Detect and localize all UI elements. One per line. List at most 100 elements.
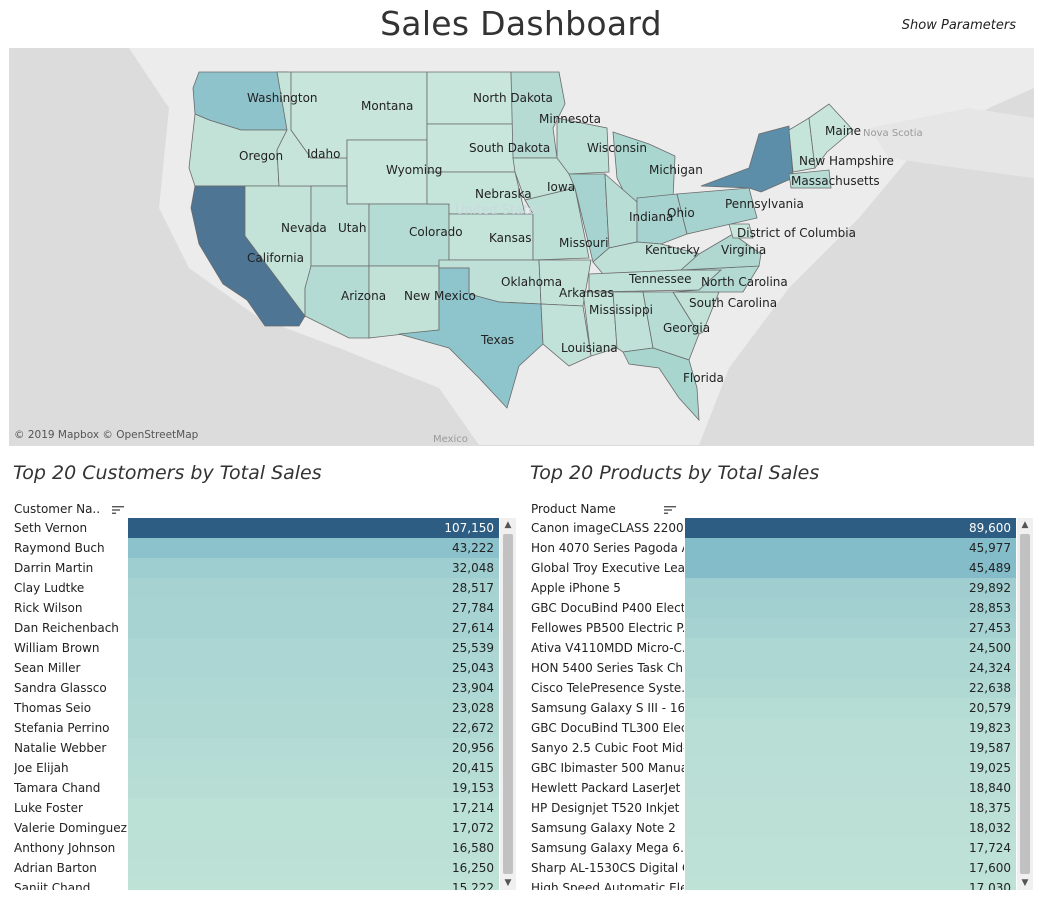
sales-bar[interactable] [128,678,499,698]
table-row[interactable]: Sanjit Chand 15,222 [9,878,499,890]
table-row[interactable]: Global Troy Executive Lea.. 45,489 [526,558,1016,578]
customers-table[interactable]: Seth Vernon 107,150 Raymond Buch 43,222 Darr… [9,518,499,890]
state-maine[interactable] [808,103,854,170]
sales-bar[interactable] [128,718,499,738]
table-row[interactable]: Canon imageCLASS 2200 .. 89,600 [526,518,1016,538]
table-row[interactable]: GBC Ibimaster 500 Manua.. 19,025 [526,758,1016,778]
table-row[interactable]: High Speed Automatic Ele.. 17,030 [526,878,1016,890]
sales-bar[interactable] [685,738,1016,758]
scroll-up-arrow-icon[interactable]: ▲ [1021,520,1029,530]
products-scrollbar[interactable]: ▲ ▼ [1017,518,1033,890]
table-row[interactable]: Dan Reichenbach 27,614 [9,618,499,638]
state-ohio[interactable] [636,193,688,245]
sales-bar[interactable] [685,638,1016,658]
table-row[interactable]: Apple iPhone 5 29,892 [526,578,1016,598]
table-row[interactable]: Stefania Perrino 22,672 [9,718,499,738]
scroll-thumb[interactable] [1020,534,1030,874]
table-row[interactable]: Valerie Dominguez 17,072 [9,818,499,838]
table-row[interactable]: GBC DocuBind TL300 Elec.. 19,823 [526,718,1016,738]
sort-icon[interactable] [111,505,124,515]
state-louisiana[interactable] [540,303,592,367]
scroll-up-arrow-icon[interactable]: ▲ [504,520,512,530]
sales-bar[interactable] [128,798,499,818]
table-row[interactable]: GBC DocuBind P400 Electr.. 28,853 [526,598,1016,618]
table-row[interactable]: Seth Vernon 107,150 [9,518,499,538]
table-row[interactable]: Tamara Chand 19,153 [9,778,499,798]
table-row[interactable]: Ativa V4110MDD Micro-C.. 24,500 [526,638,1016,658]
table-row[interactable]: Samsung Galaxy Mega 6.3 17,724 [526,838,1016,858]
map-svg[interactable]: United States Nova Scotia Mexico Washington… [9,48,1034,445]
sales-bar[interactable] [128,778,499,798]
table-row[interactable]: HON 5400 Series Task Ch.. 24,324 [526,658,1016,678]
sales-bar[interactable] [685,518,1016,538]
table-row[interactable]: Cisco TelePresence Syste.. 22,638 [526,678,1016,698]
show-parameters-button[interactable]: Show Parameters [901,18,1016,33]
sales-bar[interactable] [128,638,499,658]
sales-bar[interactable] [128,878,499,890]
table-row[interactable]: Joe Elijah 20,415 [9,758,499,778]
sales-bar[interactable] [685,618,1016,638]
sales-bar[interactable] [685,798,1016,818]
sales-bar[interactable] [685,558,1016,578]
table-row[interactable]: Fellowes PB500 Electric P.. 27,453 [526,618,1016,638]
state-missouri[interactable] [524,187,590,261]
sales-bar[interactable] [128,698,499,718]
sales-bar[interactable] [128,578,499,598]
sales-bar[interactable] [685,778,1016,798]
sales-bar[interactable] [128,518,499,538]
table-row[interactable]: Sanyo 2.5 Cubic Foot Mid-.. 19,587 [526,738,1016,758]
sales-bar[interactable] [128,598,499,618]
product-name-header[interactable]: Product Name [531,502,676,516]
sales-bar[interactable] [128,538,499,558]
state-virginia[interactable] [679,233,762,271]
sales-bar[interactable] [128,838,499,858]
sales-bar[interactable] [128,818,499,838]
customers-scrollbar[interactable]: ▲ ▼ [500,518,516,890]
table-row[interactable]: Luke Foster 17,214 [9,798,499,818]
sales-bar[interactable] [685,538,1016,558]
state-wisconsin[interactable] [556,117,610,175]
sales-bar[interactable] [685,598,1016,618]
sales-bar[interactable] [685,758,1016,778]
state-dc[interactable] [728,223,754,239]
sales-bar[interactable] [685,858,1016,878]
sales-bar[interactable] [128,758,499,778]
table-row[interactable]: Sandra Glassco 23,904 [9,678,499,698]
customer-name-header[interactable]: Customer Na.. [14,502,124,516]
table-row[interactable]: Darrin Martin 32,048 [9,558,499,578]
sales-bar[interactable] [685,678,1016,698]
table-row[interactable]: Samsung Galaxy Note 2 18,032 [526,818,1016,838]
table-row[interactable]: Anthony Johnson 16,580 [9,838,499,858]
table-row[interactable]: Rick Wilson 27,784 [9,598,499,618]
sales-map[interactable]: United States Nova Scotia Mexico Washington… [9,48,1034,446]
sales-bar[interactable] [685,878,1016,890]
sales-bar[interactable] [685,838,1016,858]
table-row[interactable]: Thomas Seio 23,028 [9,698,499,718]
table-row[interactable]: Natalie Webber 20,956 [9,738,499,758]
sales-bar[interactable] [128,738,499,758]
sales-bar[interactable] [685,698,1016,718]
sales-bar[interactable] [128,858,499,878]
sales-bar[interactable] [685,578,1016,598]
table-row[interactable]: Sean Miller 25,043 [9,658,499,678]
table-row[interactable]: Hewlett Packard LaserJet .. 18,840 [526,778,1016,798]
scroll-down-arrow-icon[interactable]: ▼ [1021,878,1029,888]
table-row[interactable]: William Brown 25,539 [9,638,499,658]
sort-icon[interactable] [663,505,676,515]
table-row[interactable]: Clay Ludtke 28,517 [9,578,499,598]
sales-bar[interactable] [685,718,1016,738]
sales-bar[interactable] [128,618,499,638]
state-florida[interactable] [622,347,700,422]
table-row[interactable]: HP Designjet T520 Inkjet .. 18,375 [526,798,1016,818]
sales-bar[interactable] [685,658,1016,678]
sales-bar[interactable] [685,818,1016,838]
sales-bar[interactable] [128,558,499,578]
scroll-thumb[interactable] [503,534,513,874]
table-row[interactable]: Samsung Galaxy S III - 16.. 20,579 [526,698,1016,718]
products-table[interactable]: Canon imageCLASS 2200 .. 89,600 Hon 4070 S… [526,518,1016,890]
state-texas[interactable] [398,267,544,409]
table-row[interactable]: Sharp AL-1530CS Digital C.. 17,600 [526,858,1016,878]
scroll-down-arrow-icon[interactable]: ▼ [504,878,512,888]
state-georgia[interactable] [642,291,700,361]
table-row[interactable]: Raymond Buch 43,222 [9,538,499,558]
